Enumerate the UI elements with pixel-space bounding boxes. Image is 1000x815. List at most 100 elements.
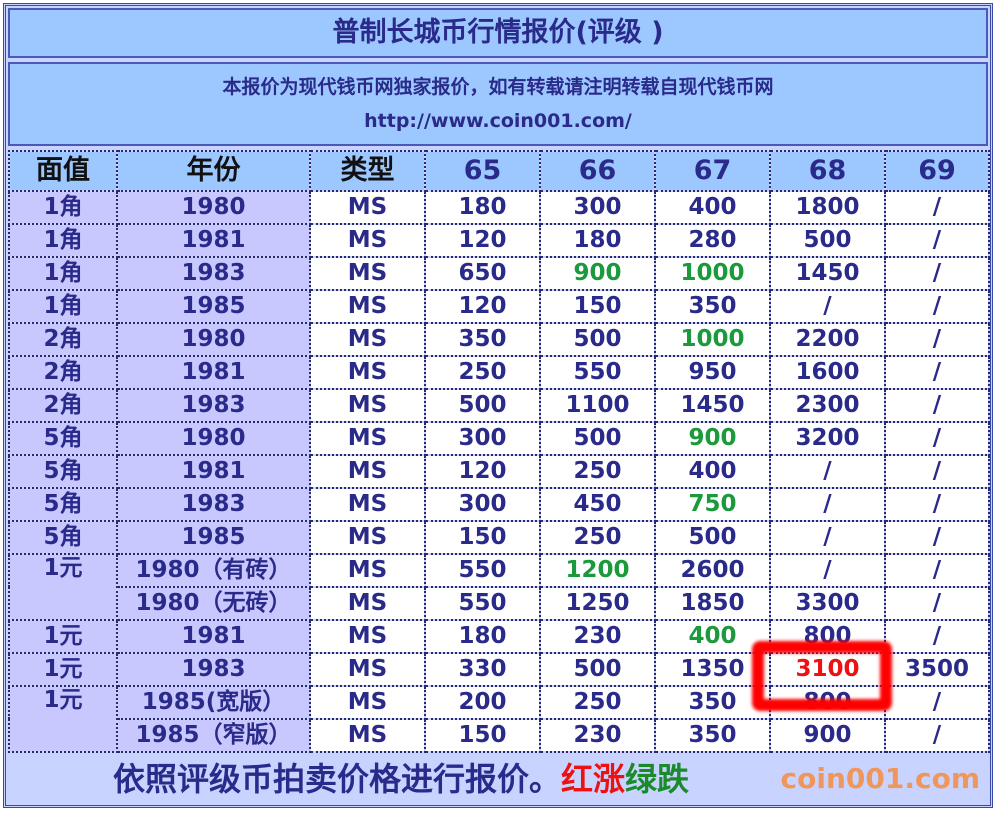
price-cell: 250 [539, 685, 656, 720]
price-cell: 950 [654, 355, 771, 390]
type-cell: MS [309, 718, 426, 753]
watermark: coin001.com [780, 762, 980, 795]
price-cell: 400 [654, 190, 771, 225]
price-cell: 1000 [654, 322, 771, 357]
price-cell: 800 [769, 619, 886, 654]
price-cell: 330 [424, 652, 541, 687]
year-cell: 1983 [116, 487, 311, 522]
price-cell: 250 [539, 520, 656, 555]
column-header: 年份 [116, 150, 311, 192]
price-cell: / [884, 190, 990, 225]
table-row: 1元 1985(宽版） MS 200 250 350 800/ [8, 685, 990, 753]
price-table: 面值 年份 类型 65 66 67 68 69 1角 1980 MS 180 300 400 1800/1… [8, 150, 990, 753]
price-cell: 150 [539, 289, 656, 324]
price-cell: 300 [424, 421, 541, 456]
price-cell: 200 [424, 685, 541, 720]
table-row: 5角 1985 MS 150 250 500// [8, 520, 990, 555]
price-cell: 1100 [539, 388, 656, 423]
table-row: 1角 1980 MS 180 300 400 1800/ [8, 190, 990, 225]
price-cell: 500 [654, 520, 771, 555]
price-cell: 500 [539, 652, 656, 687]
table-row: 1元 1980（有砖） MS 550 1200 2600// [8, 553, 990, 621]
price-cell: / [884, 355, 990, 390]
table-row: 1元 1983 MS 330 500 1350 3100 3500 [8, 652, 990, 687]
type-cell: MS [309, 487, 426, 522]
column-header: 面值 [8, 150, 118, 192]
table-row: 2角 1980 MS 350 500 1000 2200/ [8, 322, 990, 357]
price-cell: 300 [539, 190, 656, 225]
price-cell: / [884, 256, 990, 291]
price-cell: / [769, 487, 886, 522]
year-cell: 1980 [116, 190, 311, 225]
price-cell: / [884, 388, 990, 423]
price-cell: 150 [424, 718, 541, 753]
denomination-cell: 2角 [8, 355, 118, 390]
denomination-cell: 1元 [8, 553, 118, 621]
price-cell: 1000 [654, 256, 771, 291]
type-cell: MS [309, 652, 426, 687]
price-cell: / [769, 454, 886, 489]
price-cell: / [884, 421, 990, 456]
table-row: 1985（窄版） MS 150 230 350 900/ [9, 718, 990, 753]
price-cell: / [884, 454, 990, 489]
price-cell: / [884, 718, 990, 753]
price-cell: 280 [654, 223, 771, 258]
price-cell: 1850 [654, 586, 771, 621]
page-title: 普制长城币行情报价(评级 ) [8, 8, 988, 58]
year-cell: 1980（有砖） [116, 553, 311, 588]
table-row: 1角 1985 MS 120 150 350// [8, 289, 990, 324]
denomination-cell: 1角 [8, 289, 118, 324]
price-cell: 400 [654, 619, 771, 654]
year-cell: 1981 [116, 454, 311, 489]
price-cell: 150 [424, 520, 541, 555]
denomination-cell: 5角 [8, 421, 118, 456]
price-cell: 550 [539, 355, 656, 390]
price-cell: 500 [769, 223, 886, 258]
price-cell: 250 [539, 454, 656, 489]
price-cell: 230 [539, 718, 656, 753]
denomination-cell: 1元 [8, 685, 118, 753]
denomination-cell: 5角 [8, 454, 118, 489]
denomination-cell: 5角 [8, 520, 118, 555]
type-cell: MS [309, 190, 426, 225]
denomination-cell: 2角 [8, 388, 118, 423]
denomination-cell: 5角 [8, 487, 118, 522]
type-cell: MS [309, 619, 426, 654]
price-cell: / [884, 586, 990, 621]
year-cell: 1980 [116, 421, 311, 456]
notice-banner: 本报价为现代钱币网独家报价，如有转载请注明转载自现代钱币网 http://www… [8, 62, 988, 146]
price-cell: 650 [424, 256, 541, 291]
price-cell: / [769, 520, 886, 555]
column-header: 68 [769, 150, 886, 192]
price-cell: 1250 [539, 586, 656, 621]
type-cell: MS [309, 520, 426, 555]
type-cell: MS [309, 322, 426, 357]
site-link[interactable]: http://www.coin001.com/ [364, 110, 632, 132]
price-cell: 180 [424, 190, 541, 225]
price-cell: / [769, 289, 886, 324]
column-header: 66 [539, 150, 656, 192]
table-row: 1980（无砖） MS 550 1250 1850 3300/ [9, 586, 990, 621]
price-cell: 550 [424, 586, 541, 621]
price-cell: 550 [424, 553, 541, 588]
price-cell: 300 [424, 487, 541, 522]
price-cell: 1600 [769, 355, 886, 390]
price-cell: 350 [654, 289, 771, 324]
price-cell: / [884, 520, 990, 555]
header-row: 面值 年份 类型 65 66 67 68 69 [8, 150, 990, 192]
year-cell: 1981 [116, 619, 311, 654]
denomination-cell: 1元 [8, 652, 118, 687]
column-header: 69 [884, 150, 990, 192]
denomination-cell: 1角 [8, 256, 118, 291]
price-cell: 180 [539, 223, 656, 258]
table-row: 2角 1983 MS 500 1100 1450 2300/ [8, 388, 990, 423]
footer-text: 依照评级币拍卖价格进行报价。 [113, 760, 562, 798]
price-cell: 1450 [769, 256, 886, 291]
type-cell: MS [309, 388, 426, 423]
year-cell: 1985（窄版） [116, 718, 311, 753]
price-cell: 120 [424, 223, 541, 258]
price-cell: 350 [654, 685, 771, 720]
price-cell: 120 [424, 289, 541, 324]
denomination-cell: 2角 [8, 322, 118, 357]
year-cell: 1985 [116, 289, 311, 324]
